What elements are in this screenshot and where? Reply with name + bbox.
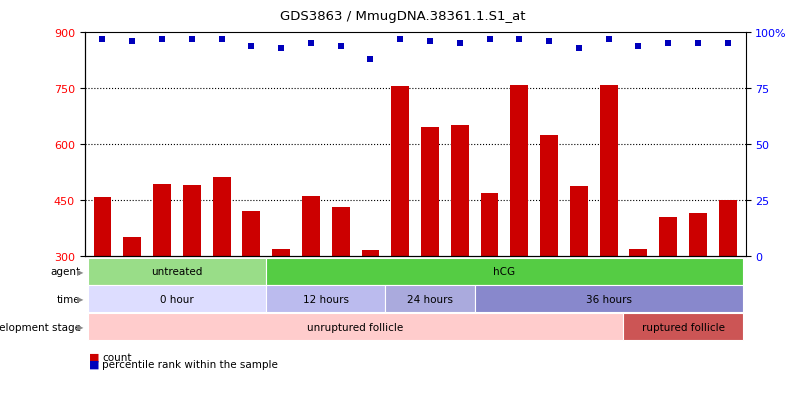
Text: ■: ■ (89, 359, 99, 369)
Bar (570, 186, 588, 256)
Point (483, 36, 496, 43)
Text: ▶: ▶ (77, 323, 84, 331)
Bar (540, 135, 558, 256)
Text: 12 hours: 12 hours (303, 294, 349, 304)
Point (513, 36, 526, 43)
Point (96, 36, 109, 43)
Point (602, 36, 615, 43)
Point (692, 41, 704, 47)
Point (721, 41, 734, 47)
Bar (123, 237, 141, 256)
Text: GDS3863 / MmugDNA.38361.1.S1_at: GDS3863 / MmugDNA.38361.1.S1_at (280, 10, 526, 23)
Bar (629, 249, 647, 256)
Text: unruptured follicle: unruptured follicle (307, 322, 404, 332)
Point (185, 36, 198, 43)
Bar (391, 87, 409, 256)
Bar (153, 185, 171, 256)
Bar (600, 86, 617, 256)
Bar (213, 178, 231, 256)
Point (215, 36, 228, 43)
Bar (272, 249, 290, 256)
Text: percentile rank within the sample: percentile rank within the sample (102, 359, 278, 369)
Point (423, 39, 436, 45)
Text: ruptured follicle: ruptured follicle (642, 322, 725, 332)
Point (572, 45, 585, 52)
Text: ▶: ▶ (77, 267, 84, 276)
Bar (93, 197, 111, 256)
Point (662, 41, 675, 47)
Point (453, 41, 466, 47)
Point (156, 36, 168, 43)
Bar (332, 208, 350, 256)
Point (275, 45, 288, 52)
Bar (183, 185, 201, 256)
Point (334, 43, 347, 50)
Text: hCG: hCG (493, 266, 516, 277)
Point (364, 57, 377, 63)
Bar (362, 250, 380, 256)
Text: 36 hours: 36 hours (586, 294, 632, 304)
Bar (510, 86, 528, 256)
Text: ▶: ▶ (77, 295, 84, 304)
Point (394, 36, 407, 43)
Point (632, 43, 645, 50)
Point (126, 39, 139, 45)
Text: agent: agent (51, 266, 81, 277)
Text: count: count (102, 352, 132, 362)
Text: development stage: development stage (0, 322, 81, 332)
Point (245, 43, 258, 50)
Bar (243, 211, 260, 256)
Bar (719, 200, 737, 256)
Bar (689, 213, 707, 256)
Bar (451, 126, 468, 256)
Bar (302, 197, 320, 256)
Bar (480, 194, 498, 256)
Text: time: time (57, 294, 81, 304)
Point (305, 41, 318, 47)
Text: ■: ■ (89, 352, 99, 362)
Text: untreated: untreated (152, 266, 202, 277)
Text: 0 hour: 0 hour (160, 294, 193, 304)
Point (542, 39, 555, 45)
Bar (421, 128, 439, 256)
Bar (659, 217, 677, 256)
Text: 24 hours: 24 hours (407, 294, 453, 304)
